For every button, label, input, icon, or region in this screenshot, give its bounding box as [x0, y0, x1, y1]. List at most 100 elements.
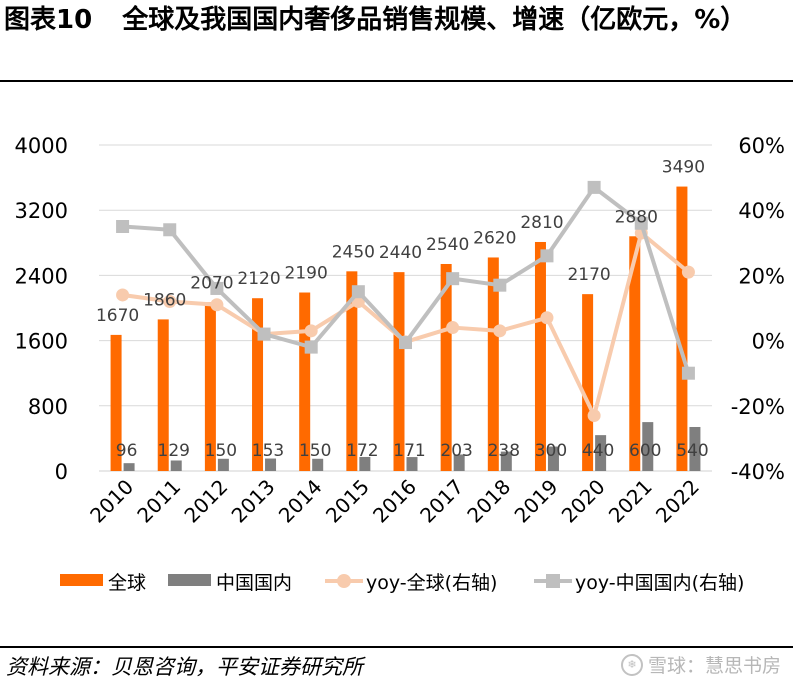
- bar-global: [204, 302, 216, 471]
- yoy-global-point: [540, 311, 554, 325]
- y-tick-label: 3200: [15, 199, 68, 223]
- legend-swatch-marker: [546, 574, 560, 588]
- yoy-china-point: [210, 281, 224, 295]
- bar-global: [534, 241, 546, 471]
- data-label-china: 203: [440, 441, 472, 461]
- figure-label: 图表10: [4, 5, 93, 35]
- yoy-global-point: [493, 324, 507, 338]
- bar-global: [110, 334, 122, 471]
- data-label-china: 153: [252, 441, 284, 461]
- yoy-china-point: [587, 180, 601, 194]
- bar-global: [157, 319, 169, 471]
- x-tick-label: 2021: [604, 475, 657, 528]
- yoy-china-point: [304, 340, 318, 354]
- footer-rule: [0, 646, 793, 648]
- x-tick-label: 2010: [85, 475, 138, 528]
- data-label-china: 96: [116, 441, 138, 461]
- bar-china: [123, 463, 135, 471]
- x-tick-label: 2013: [227, 475, 280, 528]
- y-tick-label: 1600: [15, 330, 68, 354]
- yoy-china-point: [116, 220, 130, 233]
- bar-global: [252, 298, 264, 471]
- legend-label: yoy-中国国内(右轴): [575, 572, 744, 594]
- snowball-logo-icon: ❄: [620, 653, 643, 676]
- data-label-china: 440: [582, 441, 614, 461]
- watermark: ❄ 雪球：慧思书房: [620, 651, 781, 678]
- x-tick-label: 2017: [415, 475, 468, 528]
- x-tick-label: 2020: [557, 475, 610, 528]
- yoy-global-point: [116, 288, 130, 302]
- legend-swatch: [60, 574, 103, 586]
- figure-title: 图表10 全球及我国国内奢侈品销售规模、增速（亿欧元，%）: [4, 2, 789, 39]
- legend-label: 全球: [108, 572, 146, 594]
- bar-global: [676, 186, 688, 471]
- x-tick-label: 2018: [462, 475, 515, 528]
- bar-china: [453, 454, 465, 471]
- data-label-global: 2540: [426, 235, 469, 255]
- x-tick-label: 2019: [510, 475, 563, 528]
- data-label-global: 2880: [615, 207, 658, 227]
- yoy-global-point: [163, 294, 177, 308]
- bar-global: [440, 263, 452, 471]
- y2-tick-label: 60%: [738, 134, 785, 158]
- yoy-global-point: [587, 409, 601, 423]
- luxury-sales-chart: 0 800 1600 2400 3200 4000 -40% -20% 0% 20% 40% 60% 1…: [15, 134, 785, 594]
- bar-global: [629, 236, 641, 471]
- y-tick-label: 2400: [15, 264, 68, 288]
- data-label-global: 2620: [473, 228, 516, 248]
- data-label-china: 150: [205, 441, 237, 461]
- data-label-global: 1860: [143, 290, 186, 310]
- data-label-global: 2450: [332, 242, 375, 262]
- y2-tick-label: -40%: [731, 460, 785, 484]
- bar-china: [312, 458, 324, 471]
- bar-china: [217, 458, 229, 471]
- data-label-china: 150: [299, 441, 331, 461]
- data-label-global: 2440: [379, 243, 422, 263]
- bar-china: [689, 426, 701, 471]
- data-label-china: 540: [676, 441, 708, 461]
- legend-swatch-marker: [337, 574, 351, 588]
- yoy-global-point: [446, 321, 460, 335]
- x-tick-label: 2022: [651, 475, 704, 528]
- data-label-global: 2070: [190, 273, 233, 293]
- data-label-china: 129: [158, 441, 190, 461]
- x-tick-label: 2011: [132, 475, 185, 528]
- y2-tick-label: 0%: [752, 330, 785, 354]
- yoy-china-point: [163, 223, 177, 237]
- legend-label: yoy-全球(右轴): [366, 572, 497, 594]
- bar-global: [393, 272, 405, 471]
- bar-china: [595, 435, 607, 471]
- data-label-global: 2810: [520, 213, 563, 233]
- watermark-text: 雪球：慧思书房: [647, 655, 781, 677]
- yoy-china-point: [540, 249, 554, 263]
- y-tick-label: 800: [28, 395, 68, 419]
- data-label-china: 238: [488, 441, 520, 461]
- data-label-china: 172: [346, 441, 378, 461]
- data-label-global: 2190: [285, 264, 328, 284]
- y2-tick-label: 20%: [738, 264, 785, 288]
- bar-china: [642, 422, 654, 471]
- bar-china: [547, 446, 559, 471]
- source-note: 资料来源：贝恩咨询，平安证券研究所: [6, 655, 363, 679]
- bar-global: [299, 292, 311, 471]
- data-label-global: 2120: [237, 269, 280, 289]
- bar-china: [170, 460, 182, 471]
- x-tick-label: 2016: [368, 475, 421, 528]
- bar-china: [359, 456, 371, 471]
- bar-global: [582, 294, 594, 471]
- yoy-global-point: [210, 298, 224, 312]
- y2-tick-label: -20%: [731, 395, 785, 419]
- data-label-global: 2170: [567, 265, 610, 285]
- y2-tick-label: 40%: [738, 199, 785, 223]
- legend-label: 中国国内: [216, 572, 292, 594]
- figure-title-text: 全球及我国国内奢侈品销售规模、增速（亿欧元，%）: [122, 5, 747, 35]
- data-label-global: 1670: [96, 306, 139, 326]
- x-tick-label: 2015: [321, 475, 374, 528]
- x-tick-label: 2012: [179, 475, 232, 528]
- yoy-china-point: [681, 366, 695, 380]
- data-label-china: 600: [629, 441, 661, 461]
- data-label-china: 300: [535, 441, 567, 461]
- yoy-china-point: [446, 272, 460, 286]
- yoy-china-point: [257, 327, 271, 341]
- bar-global: [487, 257, 499, 471]
